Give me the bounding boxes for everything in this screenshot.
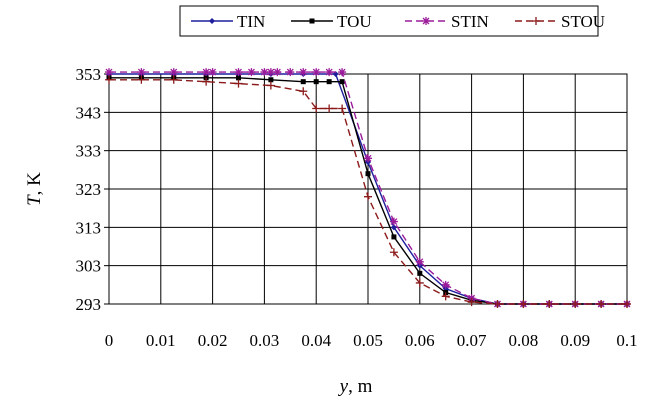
- series-stou: [105, 75, 631, 308]
- legend-label-tou: TOU: [337, 12, 372, 31]
- data-point-stou: [519, 300, 528, 308]
- data-point-stou: [234, 79, 243, 88]
- data-point-stou: [137, 75, 146, 84]
- x-axis-unit: , m: [348, 376, 373, 397]
- x-tick-label: 0.1: [616, 331, 637, 350]
- y-axis-unit: , K: [24, 172, 45, 196]
- x-axis-ticks: 0 0.01 0.02 0.03 0.04 0.05 0.06 0.07 0.08 0.09 0.1: [105, 331, 638, 350]
- data-point-stin: [208, 68, 217, 77]
- x-axis-label: y, m: [338, 376, 373, 397]
- data-point-stin: [441, 280, 450, 289]
- x-tick-label: 0: [105, 331, 114, 350]
- data-point-stin: [105, 68, 113, 77]
- data-point-stou: [493, 300, 502, 308]
- legend-marker-tin: [209, 18, 215, 24]
- data-point-stou: [467, 298, 476, 307]
- x-tick-label: 0.09: [560, 331, 590, 350]
- x-tick-label: 0.05: [353, 331, 383, 350]
- x-tick-label: 0.03: [250, 331, 280, 350]
- data-point-stin: [312, 68, 321, 77]
- legend-marker-tou: [309, 18, 315, 24]
- data-point-tou: [391, 234, 397, 240]
- x-tick-label: 0.08: [509, 331, 539, 350]
- data-point-stin: [137, 68, 146, 77]
- data-point-stou: [266, 81, 275, 90]
- legend-entry-stin: STIN: [405, 12, 489, 31]
- data-point-stou: [312, 104, 321, 113]
- y-tick-label: 343: [76, 103, 102, 122]
- data-point-tou: [236, 75, 241, 81]
- data-point-tou: [313, 79, 319, 85]
- y-tick-label: 303: [76, 257, 102, 276]
- x-tick-label: 0.06: [405, 331, 435, 350]
- data-point-stou: [202, 77, 211, 86]
- data-point-stin: [247, 68, 256, 77]
- data-point-tou: [365, 171, 371, 177]
- series-lines: [105, 68, 631, 308]
- legend-entry-tin: TIN: [191, 12, 265, 31]
- legend-label-stin: STIN: [451, 12, 489, 31]
- y-axis-ticks: 293 303 313 323 333 343 353: [76, 65, 109, 314]
- data-point-stin: [234, 68, 243, 77]
- legend-marker-stin: [422, 17, 430, 25]
- legend-label-stou: STOU: [561, 12, 605, 31]
- data-point-stou: [597, 300, 606, 308]
- y-tick-label: 313: [76, 218, 102, 237]
- data-point-stin: [266, 68, 275, 77]
- data-point-stin: [286, 68, 295, 77]
- series-line-stin: [109, 71, 627, 305]
- legend-label-tin: TIN: [237, 12, 265, 31]
- data-point-tin: [390, 224, 397, 231]
- legend-marker-stou: [532, 17, 540, 25]
- x-tick-label: 0.04: [301, 331, 331, 350]
- data-point-stin: [338, 68, 347, 77]
- data-point-stou: [571, 300, 580, 308]
- data-point-stou: [338, 104, 347, 113]
- data-point-stou: [389, 248, 398, 257]
- data-point-stou: [545, 300, 554, 308]
- data-point-tou: [268, 77, 274, 83]
- data-point-stin: [169, 68, 178, 77]
- data-point-tou: [300, 79, 306, 85]
- data-point-stin: [260, 68, 269, 77]
- data-point-stin: [273, 68, 282, 77]
- x-tick-label: 0.07: [457, 331, 487, 350]
- data-point-stin: [202, 68, 211, 77]
- data-point-stou: [299, 87, 308, 96]
- data-point-stin: [364, 154, 372, 163]
- legend-entry-tou: TOU: [291, 12, 372, 31]
- data-point-stin: [325, 68, 334, 77]
- data-point-stou: [325, 104, 334, 113]
- data-point-stou: [623, 300, 631, 308]
- y-tick-label: 353: [76, 65, 102, 84]
- data-point-stou: [441, 292, 450, 301]
- data-point-stin: [299, 68, 308, 77]
- y-tick-label: 323: [76, 180, 102, 199]
- data-point-stou: [364, 192, 372, 201]
- data-point-tou: [339, 79, 345, 85]
- y-tick-label: 293: [76, 295, 102, 314]
- data-point-stin: [415, 257, 424, 266]
- data-point-stou: [105, 75, 113, 84]
- data-point-tou: [417, 270, 423, 276]
- data-point-tou: [326, 79, 332, 85]
- x-tick-label: 0.01: [146, 331, 176, 350]
- data-point-stou: [169, 75, 178, 84]
- x-axis-variable: y: [338, 376, 349, 397]
- x-tick-label: 0.02: [198, 331, 228, 350]
- legend-entry-stou: STOU: [515, 12, 605, 31]
- data-point-stin: [389, 217, 398, 226]
- y-axis-label: T, K: [24, 172, 45, 206]
- data-point-stou: [415, 278, 424, 287]
- y-tick-label: 333: [76, 142, 102, 161]
- y-axis-variable: T: [24, 194, 45, 206]
- legend: TIN TOU STIN STOU: [179, 5, 605, 37]
